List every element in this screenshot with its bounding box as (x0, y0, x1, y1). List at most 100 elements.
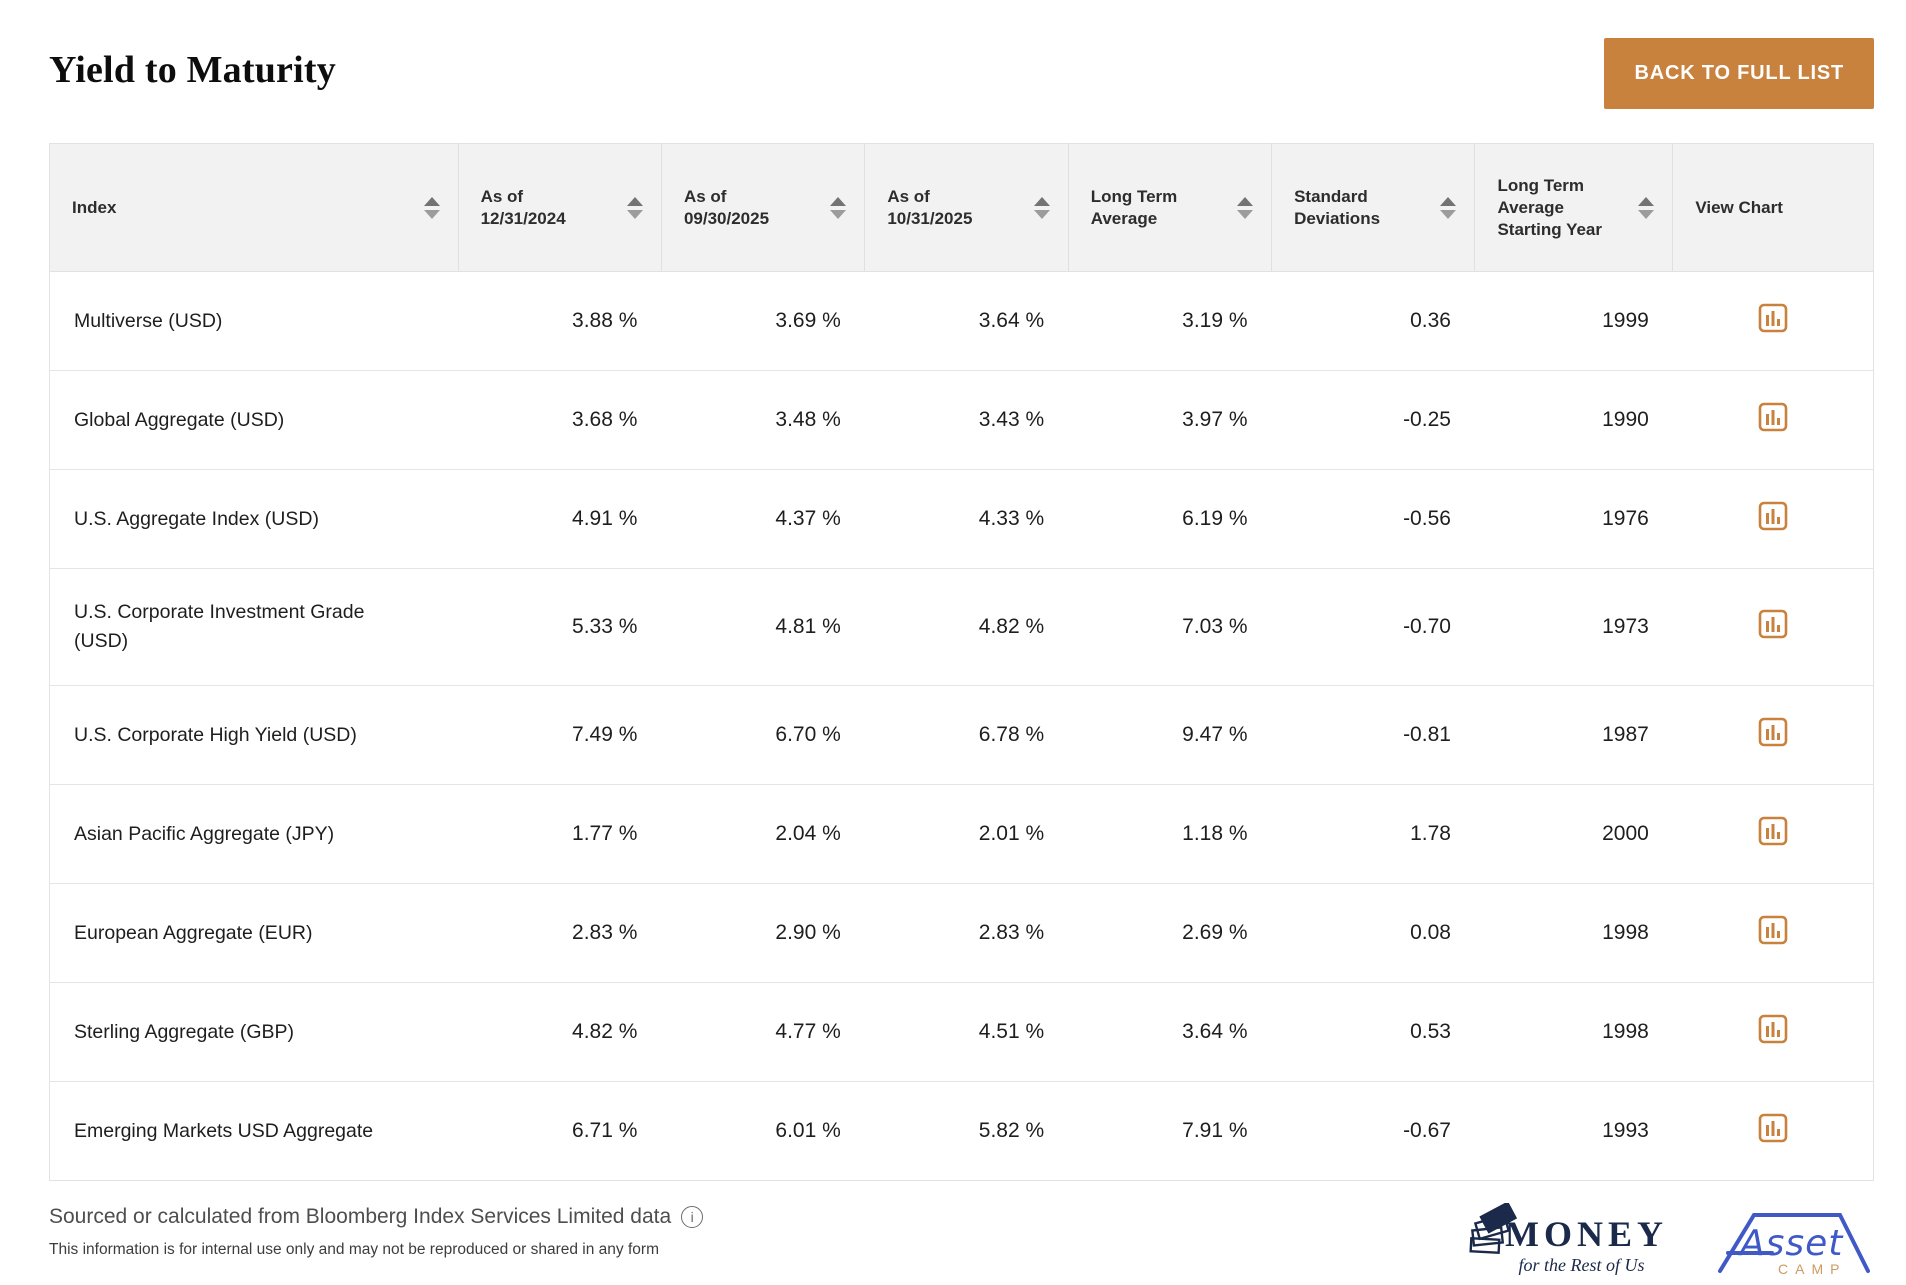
sort-up-icon (1440, 196, 1457, 206)
view-chart-button[interactable] (1758, 1012, 1788, 1046)
sort-arrows-icon[interactable] (1237, 196, 1254, 219)
column-header-standard-deviations[interactable]: Standard Deviations (1271, 143, 1476, 272)
index-name: Multiverse (USD) (74, 309, 223, 332)
back-to-full-list-button[interactable]: BACK TO FULL LIST (1604, 38, 1874, 109)
starting-year-value: 2000 (1602, 822, 1649, 845)
assetcamp-logo-sub: CAMP (1778, 1261, 1847, 1277)
as-of-2-value: 4.77 % (775, 1020, 841, 1043)
topbar: Yield to Maturity BACK TO FULL LIST (49, 38, 1874, 109)
sort-arrows-icon[interactable] (1440, 196, 1457, 219)
bar-chart-icon (1758, 303, 1788, 333)
column-label: Long Term Average Starting Year (1497, 175, 1603, 239)
column-header-as-of-10-31-2025[interactable]: As of 10/31/2025 (864, 143, 1069, 272)
column-label: Long Term Average (1090, 186, 1178, 228)
as-of-3-value: 5.82 % (978, 1119, 1045, 1142)
standard-deviation-value: -0.25 (1403, 408, 1451, 431)
sort-arrows-icon[interactable] (423, 196, 440, 219)
as-of-1-value: 5.33 % (572, 615, 638, 638)
sort-arrows-icon[interactable] (1033, 196, 1050, 219)
as-of-3-value: 4.51 % (978, 1020, 1045, 1043)
sort-down-icon (830, 209, 847, 219)
standard-deviation-value: 0.08 (1410, 921, 1451, 944)
as-of-3-value: 2.01 % (978, 822, 1045, 845)
view-chart-button[interactable] (1758, 607, 1788, 641)
as-of-3-value: 4.33 % (978, 507, 1045, 530)
column-label: Index (72, 197, 117, 217)
starting-year-value: 1990 (1602, 408, 1649, 431)
sort-arrows-icon[interactable] (1638, 196, 1655, 219)
table-header: Index As of 12/31/2024 As of 09/30/2025 (49, 143, 1874, 272)
long-term-average-value: 7.03 % (1182, 615, 1248, 638)
bar-chart-icon (1758, 816, 1788, 846)
starting-year-value: 1998 (1602, 1020, 1649, 1043)
bar-chart-icon (1758, 915, 1788, 945)
standard-deviation-value: -0.67 (1403, 1119, 1451, 1142)
as-of-1-value: 4.82 % (572, 1020, 638, 1043)
column-label: Standard Deviations (1294, 186, 1381, 228)
view-chart-button[interactable] (1758, 715, 1788, 749)
table-body: Multiverse (USD) 3.88 % 3.69 % 3.64 % 3.… (49, 272, 1874, 1181)
footer-text-block: Sourced or calculated from Bloomberg Ind… (49, 1205, 704, 1259)
bar-chart-icon (1758, 609, 1788, 639)
footer-logos: MONEY for the Rest of Us Asset CAMP (1469, 1202, 1874, 1285)
starting-year-value: 1987 (1602, 723, 1649, 746)
standard-deviation-value: 0.53 (1410, 1020, 1451, 1043)
sort-down-icon (1033, 209, 1050, 219)
assetcamp-logo-word: Asset (1740, 1223, 1844, 1264)
sort-arrows-icon[interactable] (626, 196, 643, 219)
column-header-long-term-average[interactable]: Long Term Average (1068, 143, 1273, 272)
as-of-3-value: 3.64 % (978, 309, 1045, 332)
index-name: Sterling Aggregate (GBP) (74, 1020, 295, 1043)
column-header-as-of-12-31-2024[interactable]: As of 12/31/2024 (458, 143, 662, 272)
sort-up-icon (423, 196, 440, 206)
assetcamp-logo: Asset CAMP (1714, 1207, 1874, 1285)
index-name: U.S. Corporate Investment Grade (USD) (74, 601, 365, 652)
money-for-the-rest-of-us-logo: MONEY for the Rest of Us (1469, 1202, 1668, 1276)
long-term-average-value: 3.97 % (1182, 408, 1248, 431)
bar-chart-icon (1758, 1113, 1788, 1143)
sort-up-icon (1237, 196, 1254, 206)
as-of-2-value: 6.70 % (775, 723, 841, 746)
bar-chart-icon (1758, 402, 1788, 432)
view-chart-button[interactable] (1758, 913, 1788, 947)
long-term-average-value: 7.91 % (1182, 1119, 1248, 1142)
starting-year-value: 1976 (1602, 507, 1649, 530)
column-label: As of 10/31/2025 (887, 186, 973, 228)
view-chart-button[interactable] (1758, 400, 1788, 434)
table-row: U.S. Corporate High Yield (USD) 7.49 % 6… (49, 685, 1874, 785)
long-term-average-value: 2.69 % (1182, 921, 1248, 944)
view-chart-button[interactable] (1758, 301, 1788, 335)
page-title: Yield to Maturity (49, 49, 336, 91)
view-chart-button[interactable] (1758, 1111, 1788, 1145)
view-chart-button[interactable] (1758, 814, 1788, 848)
info-icon[interactable]: i (681, 1206, 704, 1228)
table-row: U.S. Aggregate Index (USD) 4.91 % 4.37 %… (49, 469, 1874, 569)
long-term-average-value: 3.64 % (1182, 1020, 1248, 1043)
yield-to-maturity-page: Yield to Maturity BACK TO FULL LIST Inde… (49, 38, 1874, 1277)
as-of-2-value: 4.37 % (775, 507, 841, 530)
sort-down-icon (1237, 209, 1254, 219)
yield-table: Index As of 12/31/2024 As of 09/30/2025 (49, 143, 1874, 1181)
long-term-average-value: 3.19 % (1182, 309, 1248, 332)
table-row: U.S. Corporate Investment Grade (USD) 5.… (49, 568, 1874, 686)
sort-up-icon (830, 196, 847, 206)
table-row: European Aggregate (EUR) 2.83 % 2.90 % 2… (49, 883, 1874, 983)
as-of-1-value: 3.68 % (572, 408, 638, 431)
sort-arrows-icon[interactable] (830, 196, 847, 219)
column-header-lt-average-starting-year[interactable]: Long Term Average Starting Year (1474, 143, 1674, 272)
index-name: Global Aggregate (USD) (74, 408, 285, 431)
view-chart-button[interactable] (1758, 499, 1788, 533)
sort-down-icon (1638, 209, 1655, 219)
standard-deviation-value: 1.78 (1410, 822, 1451, 845)
as-of-1-value: 1.77 % (572, 822, 638, 845)
bar-chart-icon (1758, 501, 1788, 531)
column-header-as-of-09-30-2025[interactable]: As of 09/30/2025 (661, 143, 866, 272)
column-header-index[interactable]: Index (49, 143, 459, 272)
table-row: Multiverse (USD) 3.88 % 3.69 % 3.64 % 3.… (50, 272, 1874, 371)
column-label: As of 09/30/2025 (683, 186, 770, 228)
starting-year-value: 1998 (1602, 921, 1649, 944)
as-of-2-value: 4.81 % (775, 615, 841, 638)
as-of-3-value: 3.43 % (978, 408, 1045, 431)
starting-year-value: 1973 (1602, 615, 1649, 638)
index-name: European Aggregate (EUR) (74, 921, 313, 944)
